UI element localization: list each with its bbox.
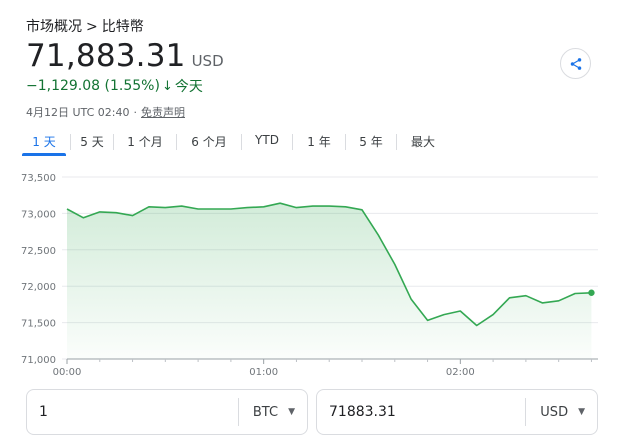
chevron-down-icon: ▼ xyxy=(578,407,585,417)
tab-divider xyxy=(241,134,242,150)
from-unit-label: BTC xyxy=(252,404,279,420)
tab-label: 最大 xyxy=(410,135,435,149)
quote-timestamp: 4月12日 UTC 02:40 xyxy=(26,106,130,119)
tab-divider xyxy=(113,134,114,150)
x-tick-label: 01:00 xyxy=(249,367,278,378)
tab-ytd[interactable]: YTD xyxy=(242,130,292,156)
converter-from: 1 BTC ▼ xyxy=(26,389,308,435)
tab-1-year[interactable]: 1 年 xyxy=(293,130,345,156)
y-tick-label: 71,000 xyxy=(21,355,56,366)
to-amount-input[interactable]: 71883.31 xyxy=(329,404,396,420)
price-chart[interactable]: 73,500 73,000 72,500 72,000 71,500 71,00000:0… xyxy=(0,165,640,387)
share-icon xyxy=(570,57,581,70)
from-unit-select[interactable]: BTC ▼ xyxy=(239,405,307,420)
disclaimer-link[interactable]: 免责声明 xyxy=(141,106,185,119)
price-currency: USD xyxy=(191,52,224,70)
current-price-point xyxy=(588,289,595,296)
time-range-tabs: 1 天 5 天 1 个月 6 个月 YTD 1 年 5 年 最大 xyxy=(22,130,449,156)
tab-1-day[interactable]: 1 天 xyxy=(22,130,66,156)
price-row: 71,883.31 USD xyxy=(26,38,224,74)
tab-divider xyxy=(345,134,346,150)
tab-divider xyxy=(396,134,397,150)
y-tick-label: 73,000 xyxy=(21,209,56,220)
tab-label: 5 年 xyxy=(359,135,383,149)
tab-divider xyxy=(176,134,177,150)
to-unit-label: USD xyxy=(540,404,569,420)
converter-to: 71883.31 USD ▼ xyxy=(316,389,598,435)
tab-divider xyxy=(292,134,293,150)
meta-separator: · xyxy=(133,105,138,119)
tab-1-month[interactable]: 1 个月 xyxy=(114,130,176,156)
chevron-down-icon: ▼ xyxy=(288,407,295,417)
tab-label: 1 天 xyxy=(32,135,56,149)
from-amount-input[interactable]: 1 xyxy=(39,404,48,420)
tab-5-days[interactable]: 5 天 xyxy=(71,130,113,156)
y-tick-label: 72,000 xyxy=(21,282,56,293)
y-tick-label: 71,500 xyxy=(21,319,56,330)
x-tick-label: 02:00 xyxy=(446,367,475,378)
tab-label: YTD xyxy=(255,133,279,147)
breadcrumb-current: 比特幣 xyxy=(101,19,144,35)
tab-label: 5 天 xyxy=(80,135,104,149)
tab-label: 6 个月 xyxy=(191,135,227,149)
current-price: 71,883.31 xyxy=(26,38,186,74)
change-period: 今天 xyxy=(174,79,203,95)
to-unit-select[interactable]: USD ▼ xyxy=(526,405,597,420)
down-arrow-icon: ↓ xyxy=(161,78,173,94)
y-tick-label: 73,500 xyxy=(21,173,56,184)
price-area xyxy=(67,203,592,359)
unit-divider xyxy=(237,398,239,426)
unit-divider xyxy=(525,398,527,426)
tab-5-years[interactable]: 5 年 xyxy=(346,130,396,156)
x-tick-label: 00:00 xyxy=(53,367,82,378)
breadcrumb: 市场概况 > 比特幣 xyxy=(26,16,144,36)
breadcrumb-parent[interactable]: 市场概况 xyxy=(26,19,82,35)
tab-label: 1 年 xyxy=(307,135,331,149)
share-button[interactable] xyxy=(560,48,591,79)
price-change-row: −1,129.08 (1.55%) ↓ 今天 xyxy=(26,76,203,96)
quote-meta: 4月12日 UTC 02:40 · 免责声明 xyxy=(26,104,185,120)
tab-label: 1 个月 xyxy=(127,135,163,149)
price-change: −1,129.08 (1.55%) xyxy=(26,78,160,94)
tab-6-months[interactable]: 6 个月 xyxy=(177,130,241,156)
price-line xyxy=(66,202,592,327)
breadcrumb-separator: > xyxy=(86,19,98,35)
y-tick-label: 72,500 xyxy=(21,246,56,257)
tab-max[interactable]: 最大 xyxy=(397,130,449,156)
tab-divider xyxy=(70,134,71,150)
